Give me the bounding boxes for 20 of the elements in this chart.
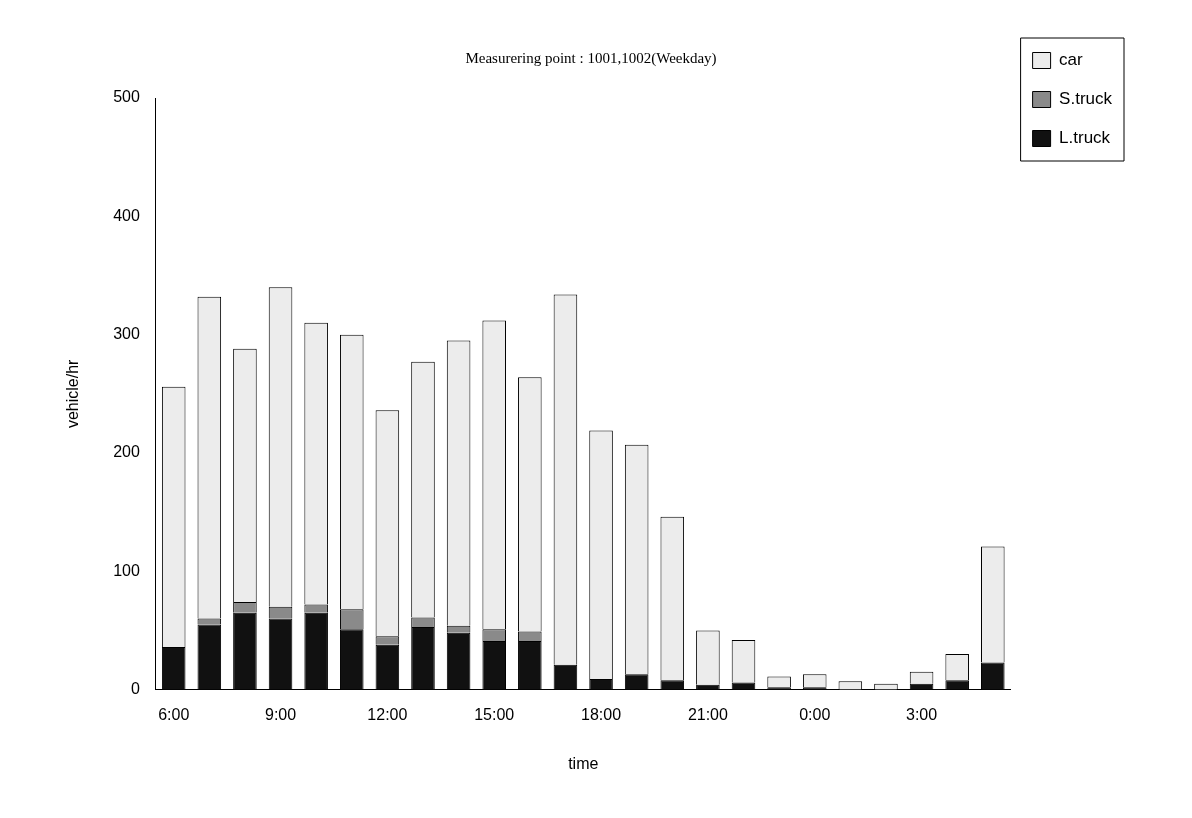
y-tick-label: 300 — [113, 325, 140, 343]
x-tick-label: 15:00 — [474, 705, 515, 723]
x-tick-label: 6:00 — [158, 705, 190, 723]
x-tick-label: 0:00 — [799, 705, 831, 723]
y-tick-label: 400 — [113, 206, 140, 224]
legend-label: S.truck — [1059, 89, 1113, 109]
x-tick-label: 21:00 — [687, 705, 729, 723]
x-tick-label: 18:00 — [581, 705, 622, 723]
legend-label: L.truck — [1059, 128, 1111, 148]
x-tick-label: 12:00 — [367, 705, 408, 723]
y-tick-label: 0 — [130, 680, 140, 698]
y-axis-title: vehicle/hr — [64, 358, 82, 429]
x-tick-label: 9:00 — [264, 705, 297, 723]
y-tick-label: 100 — [113, 561, 140, 579]
y-tick-label: 200 — [113, 443, 140, 461]
x-tick-label: 3:00 — [906, 705, 938, 723]
chart-title: Measurering point : 1001,1002(Weekday) — [465, 49, 717, 67]
x-axis-title: time — [568, 754, 599, 772]
y-tick-label: 500 — [113, 88, 140, 106]
legend-label: car — [1059, 50, 1084, 70]
